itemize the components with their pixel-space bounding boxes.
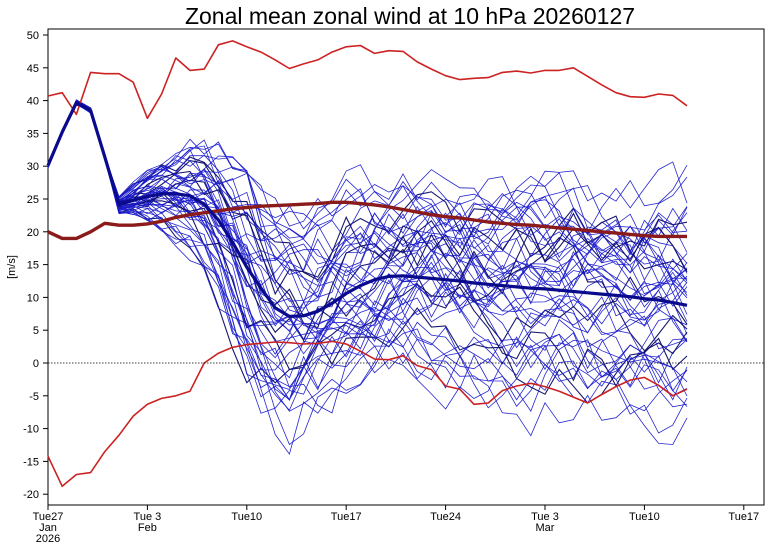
ensemble-member-line	[47, 99, 688, 281]
x-tick-label: Mar	[536, 522, 555, 534]
ensemble-member-line	[47, 103, 688, 409]
ensemble-member-line	[47, 102, 688, 414]
ensemble-member-line	[47, 102, 688, 298]
x-tick-label: Tue 3	[134, 511, 162, 523]
ensemble-member-line	[47, 102, 688, 271]
ensemble-member-line	[47, 103, 688, 355]
plot-frame	[47, 28, 765, 506]
ensemble-member-line	[47, 102, 688, 287]
ensemble-member-line	[47, 100, 688, 407]
y-axis: -20 -15 -10 -5 0 5 10 15 20 25 30 35 40 45 50	[23, 30, 48, 501]
x-tick-label: Tue10	[231, 511, 262, 523]
y-tick-label: 25	[27, 194, 39, 206]
y-tick-label: 10	[27, 292, 39, 304]
series-line-climatology-max	[47, 40, 688, 120]
y-tick-label: 35	[27, 128, 39, 140]
series-line-ensemble-mean	[46, 100, 688, 318]
ensemble-member-line	[47, 101, 688, 411]
ensemble-member-line	[47, 100, 688, 388]
x-tick-label: 2026	[36, 533, 60, 545]
series-line-climatology-min	[47, 340, 688, 488]
y-tick-label: -10	[23, 424, 39, 436]
ensemble-member-line	[47, 100, 688, 246]
ensemble-member-line	[47, 100, 688, 401]
x-tick-label: Tue 3	[531, 511, 559, 523]
ensemble-member-line	[47, 101, 688, 296]
x-tick-label: Jan	[39, 522, 57, 534]
ensemble-member-line	[47, 101, 688, 280]
ensemble-member-line	[47, 101, 688, 404]
chart-title: Zonal mean zonal wind at 10 hPa 20260127	[185, 3, 635, 29]
series-line-climatology-mean	[47, 200, 687, 241]
highlighted-series	[46, 40, 688, 488]
x-tick-label: Feb	[138, 522, 157, 534]
ensemble-member-line	[47, 100, 688, 307]
y-axis-label: [m/s]	[6, 255, 18, 279]
y-tick-label: 0	[33, 358, 39, 370]
x-tick-label: Tue17	[728, 511, 759, 523]
ensemble-member-line	[47, 103, 688, 256]
x-tick-label: Tue17	[331, 511, 362, 523]
ensemble-member-line	[47, 99, 688, 322]
x-tick-label: Tue27	[33, 511, 64, 523]
ensemble-member-line	[47, 101, 688, 359]
ensemble-member-line	[47, 101, 688, 355]
x-tick-label: Tue24	[430, 511, 461, 523]
ensemble-member-line	[47, 102, 688, 284]
y-tick-label: 20	[27, 227, 39, 239]
y-tick-label: 5	[33, 325, 39, 337]
y-tick-label: 30	[27, 161, 39, 173]
y-tick-label: -20	[23, 489, 39, 501]
y-tick-label: 50	[27, 30, 39, 42]
y-tick-label: 40	[27, 96, 39, 108]
y-tick-label: 45	[27, 63, 39, 75]
ensemble-member-line	[47, 102, 688, 294]
x-tick-label: Tue10	[629, 511, 660, 523]
ensemble-member-line	[47, 101, 688, 437]
y-tick-label: -15	[23, 456, 39, 468]
y-tick-label: -5	[29, 391, 39, 403]
y-tick-label: 15	[27, 260, 39, 272]
